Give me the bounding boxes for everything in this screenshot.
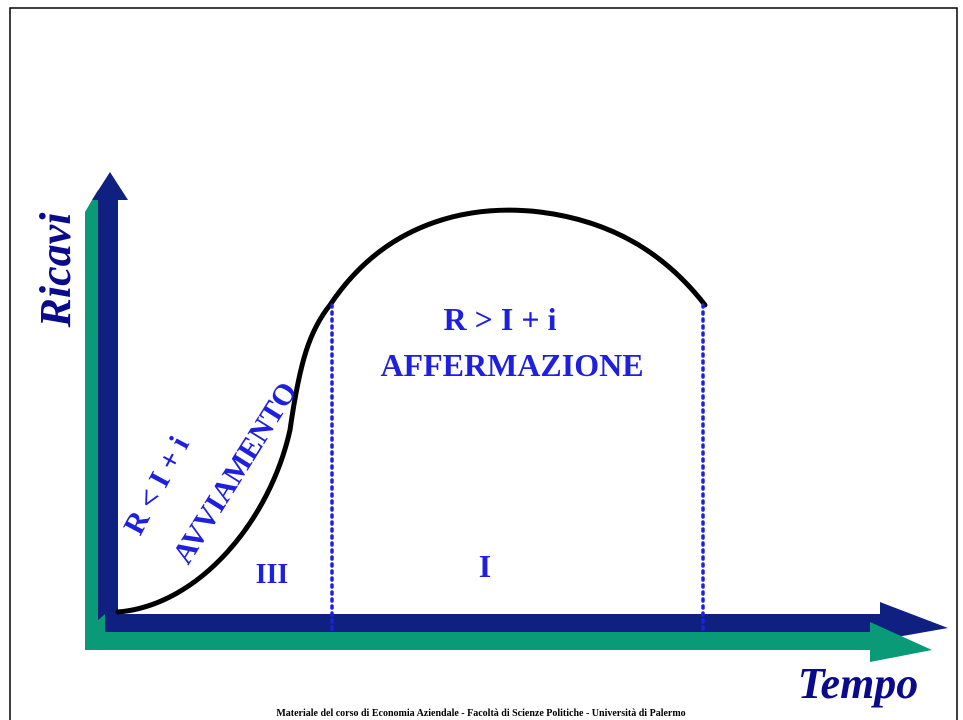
x-axis-green [85, 622, 932, 662]
footer: Materiale del corso di Economia Aziendal… [276, 708, 685, 719]
x-axis-navy [100, 602, 948, 640]
x-axis-corner [85, 614, 105, 632]
revenue-curve [115, 207, 708, 615]
y-axis-label: Ricavi [31, 212, 80, 329]
phase-numeral: I [479, 548, 491, 584]
phase-condition: R > I + i [444, 301, 557, 337]
phase-name: AFFERMAZIONE [380, 347, 643, 383]
phase-numeral: III [256, 559, 289, 590]
y-axis-navy [92, 172, 128, 630]
slide-border [9, 7, 958, 720]
x-axis-label: Tempo [798, 659, 919, 708]
y-axis-tip [85, 190, 98, 212]
